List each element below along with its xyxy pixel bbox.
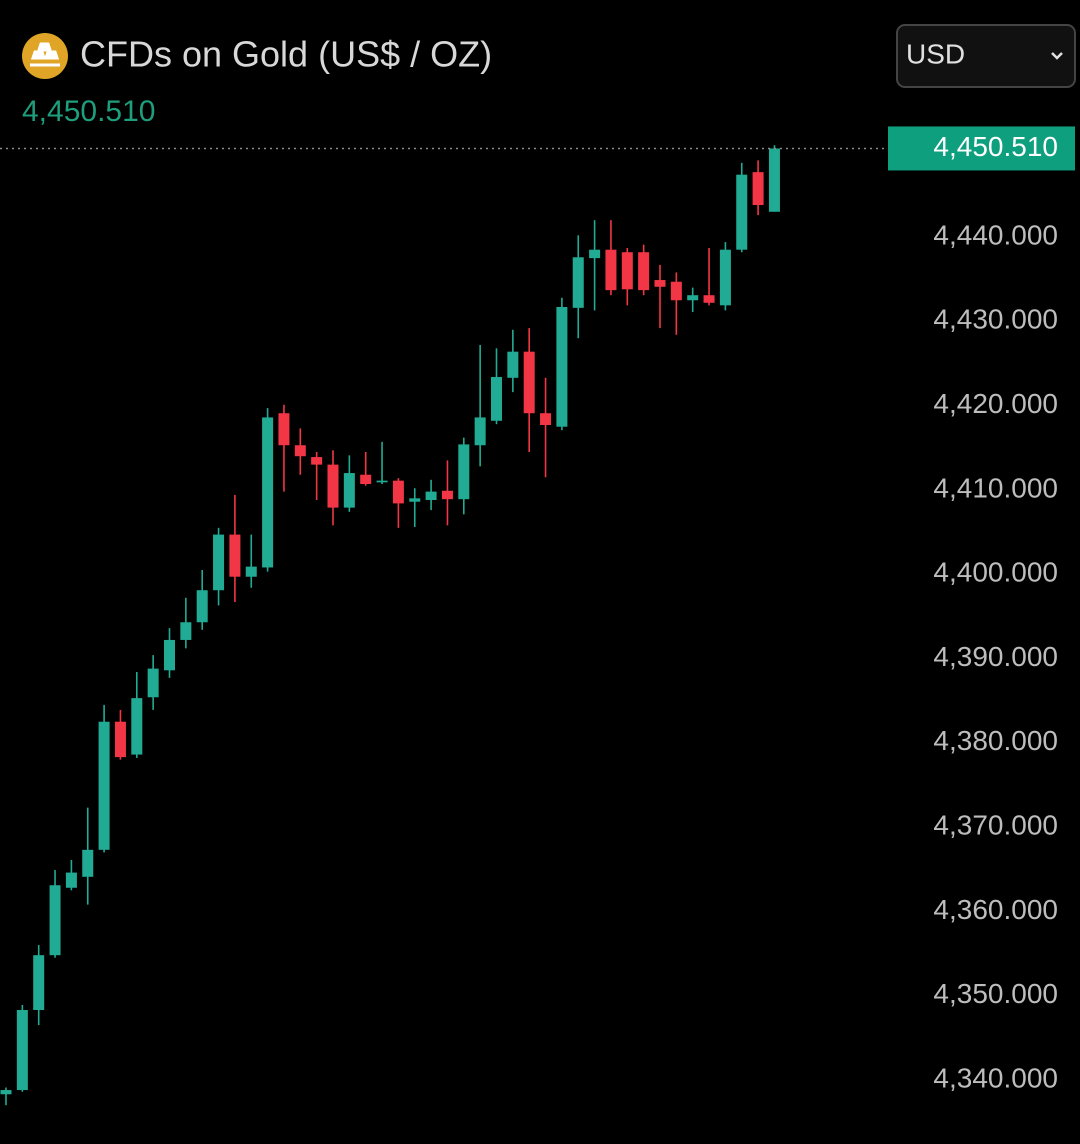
y-tick-label: 4,360.000 [933,894,1058,925]
candle-body [703,295,715,303]
y-tick-label: 4,430.000 [933,304,1058,335]
chart-title: CFDs on Gold (US$ / OZ) [80,34,492,75]
candle-body [262,417,274,568]
y-tick-label: 4,380.000 [933,725,1058,756]
candle-body [670,281,682,301]
candle-body [687,295,699,301]
candle-body [572,257,584,308]
candle-body [65,872,77,888]
candle-body [491,376,502,421]
candle-body [736,174,748,250]
candle-body [376,480,388,483]
dropdown-chevron [1051,52,1063,60]
candle-body [409,498,421,502]
candle-body [131,698,143,755]
candle-body [49,885,61,956]
y-tick-label: 4,440.000 [933,219,1058,250]
candle-body [343,473,355,508]
candle-body [605,249,617,291]
candle-body [556,307,568,427]
candle-body [33,955,45,1010]
last-price-label: 4,450.510 [933,131,1058,162]
candle-body [621,252,633,290]
y-tick-label: 4,370.000 [933,809,1058,840]
candle-body [507,351,519,378]
candle-body [589,249,601,259]
y-tick-label: 4,390.000 [933,641,1058,672]
candle-body [474,417,486,446]
candle-body [0,1090,12,1095]
candle-body [147,668,159,698]
y-tick-label: 4,420.000 [933,388,1058,419]
candle-body [719,249,731,306]
candle-body [458,444,470,500]
candle-body [180,622,192,640]
candle-body [16,1009,28,1091]
candle-body [294,445,306,457]
y-tick-label: 4,410.000 [933,472,1058,503]
candle-body [441,490,453,500]
y-tick-label: 4,350.000 [933,978,1058,1009]
candle-body [229,534,241,577]
candle-body [752,172,764,206]
candle-body [98,721,110,850]
y-tick-label: 4,400.000 [933,557,1058,588]
candle-body [392,480,404,504]
candle-body [425,491,437,501]
candle-body [327,464,339,508]
header-price: 4,450.510 [22,95,155,128]
currency-select[interactable] [896,24,1076,88]
candle-body [360,474,372,485]
candle-body [82,849,94,877]
candle-body [196,590,208,623]
candle-body [213,534,225,591]
candle-body [245,566,257,577]
candle-body [768,148,780,212]
gold-icon-bars [30,42,60,67]
candle-body [523,351,535,414]
candle-body [278,413,290,446]
candle-body [164,639,175,671]
candle-body [540,413,552,426]
candle-body [114,721,126,758]
y-tick-label: 4,340.000 [933,1062,1058,1093]
currency-label[interactable]: USD [906,38,965,69]
candle-body [638,252,650,291]
candle-body [311,457,323,465]
candle-body [654,280,666,287]
last-price-badge [888,126,1075,171]
gold-icon [22,33,68,79]
